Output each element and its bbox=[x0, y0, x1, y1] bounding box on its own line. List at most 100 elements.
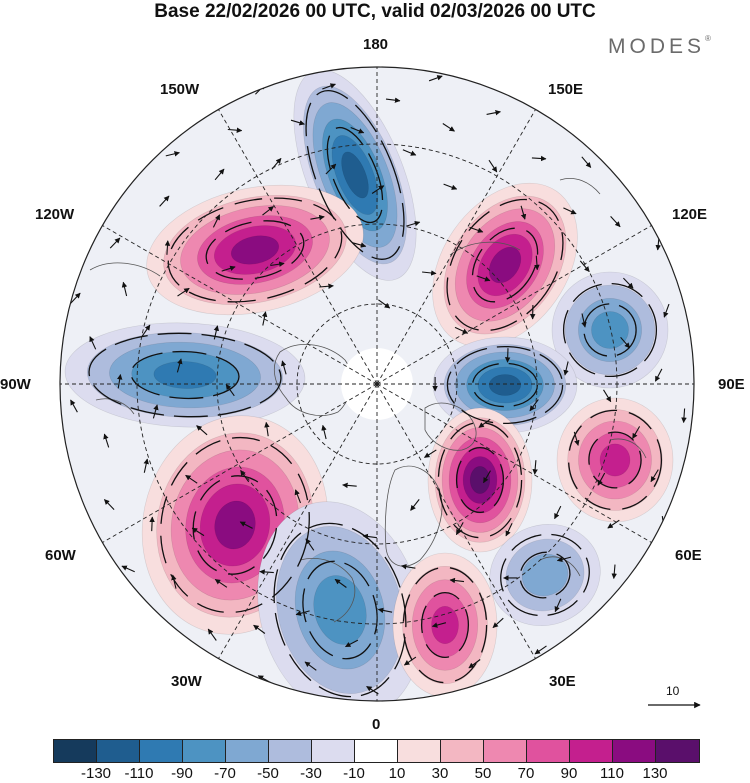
wind-arrow bbox=[476, 275, 491, 282]
wind-arrow bbox=[607, 519, 620, 529]
meridian-line bbox=[376, 223, 655, 385]
wind-arrow bbox=[171, 574, 177, 589]
wind-arrow bbox=[295, 610, 310, 616]
wind-arrow bbox=[213, 325, 220, 340]
wind-arrow bbox=[443, 183, 458, 190]
wind-arrow bbox=[681, 408, 687, 424]
colorbar-swatch bbox=[613, 740, 656, 762]
wind-arrow bbox=[654, 368, 663, 382]
wind-arrow bbox=[164, 240, 171, 255]
wind-arrow bbox=[454, 326, 469, 334]
wind-arrow bbox=[362, 533, 377, 540]
wind-arrow bbox=[406, 220, 421, 227]
wind-arrow bbox=[262, 206, 274, 216]
label-lon-90e: 90E bbox=[718, 376, 745, 393]
wind-arrow bbox=[304, 661, 317, 671]
colorbar-tick-label: -110 bbox=[124, 765, 154, 782]
anomaly-field bbox=[64, 69, 674, 701]
meridian-line bbox=[376, 383, 655, 545]
colorbar-swatch bbox=[269, 740, 312, 762]
wind-arrow bbox=[207, 628, 217, 641]
wind-arrow bbox=[563, 207, 577, 215]
colorbar-swatch bbox=[140, 740, 183, 762]
wind-streamlines bbox=[66, 75, 687, 698]
colorbar bbox=[53, 739, 700, 763]
anomaly-contour bbox=[431, 605, 459, 644]
wind-arrow bbox=[623, 277, 634, 289]
wind-arrow bbox=[141, 324, 151, 337]
label-lon-90w: 90W bbox=[0, 376, 31, 393]
streamline bbox=[437, 421, 523, 539]
wind-arrow bbox=[281, 360, 287, 375]
wind-arrow bbox=[581, 156, 592, 168]
wind-arrow bbox=[554, 505, 562, 520]
wind-arrow bbox=[159, 195, 170, 207]
wind-arrow bbox=[468, 659, 481, 669]
wind-arrow bbox=[319, 283, 334, 289]
streamline bbox=[588, 431, 642, 489]
wind-arrow bbox=[573, 431, 580, 446]
anomaly-contour bbox=[599, 443, 631, 477]
colorbar-tick-label: -10 bbox=[343, 765, 365, 782]
colorbar-swatch bbox=[54, 740, 97, 762]
wind-arrow bbox=[196, 425, 208, 436]
label-lon-0: 0 bbox=[372, 716, 381, 733]
wind-arrow bbox=[486, 109, 501, 116]
wind-arrow bbox=[442, 123, 455, 132]
wind-arrow bbox=[469, 226, 484, 233]
wind-arrow bbox=[620, 336, 631, 349]
meridian-line bbox=[376, 106, 538, 385]
colorbar-swatch bbox=[398, 740, 441, 762]
colorbar-tick-label: 30 bbox=[431, 765, 449, 782]
wind-arrow bbox=[121, 281, 128, 297]
wind-arrow bbox=[554, 598, 562, 613]
colorbar-tick-label: 90 bbox=[560, 765, 578, 782]
wind-arrow bbox=[264, 421, 270, 437]
colorbar-tick-label: 130 bbox=[642, 765, 668, 782]
wind-arrow bbox=[663, 303, 670, 318]
wind-arrow bbox=[531, 155, 547, 162]
wind-arrow bbox=[504, 348, 511, 363]
wind-arrow bbox=[310, 214, 325, 221]
colorbar-swatch bbox=[441, 740, 484, 762]
label-lon-150w: 150W bbox=[160, 81, 200, 98]
streamline bbox=[446, 345, 564, 425]
label-lon-150e: 150E bbox=[548, 81, 584, 98]
wind-arrow bbox=[378, 299, 391, 309]
lat-lon-grid bbox=[60, 67, 694, 701]
wind-arrow bbox=[449, 577, 465, 584]
streamline bbox=[446, 198, 564, 332]
meridian-line bbox=[99, 223, 378, 385]
colorbar-swatch bbox=[183, 740, 226, 762]
colorbar-swatch bbox=[355, 740, 398, 762]
colorbar-swatch bbox=[570, 740, 613, 762]
colorbar-swatch bbox=[656, 740, 699, 762]
wind-arrow bbox=[611, 564, 617, 580]
colorbar-tick-label: 110 bbox=[600, 765, 624, 782]
colorbar-swatch bbox=[484, 740, 527, 762]
anomaly-contour bbox=[214, 500, 256, 550]
colorbar-swatch bbox=[97, 740, 140, 762]
wind-arrow bbox=[261, 311, 268, 326]
brand-text: MODES bbox=[608, 35, 706, 58]
wind-arrow bbox=[149, 516, 155, 532]
label-lon-120e: 120E bbox=[672, 206, 708, 223]
wind-arrow bbox=[185, 474, 198, 484]
wind-arrow bbox=[321, 424, 327, 440]
wind-arrow bbox=[227, 127, 243, 133]
streamline bbox=[273, 522, 407, 698]
wind-arrow bbox=[290, 119, 305, 126]
colorbar-tick-label: -50 bbox=[257, 765, 279, 782]
streamline bbox=[455, 446, 505, 514]
label-lon-60w: 60W bbox=[45, 547, 76, 564]
colorbar-tick-label: 50 bbox=[474, 765, 492, 782]
wind-arrow bbox=[402, 149, 417, 156]
wind-arrow bbox=[214, 168, 225, 181]
wind-arrow bbox=[240, 469, 250, 483]
label-lon-60e: 60E bbox=[675, 547, 702, 564]
wind-arrow bbox=[632, 426, 641, 439]
streamline bbox=[500, 533, 590, 617]
wind-arrow bbox=[177, 287, 190, 297]
wind-arrow bbox=[109, 237, 121, 249]
